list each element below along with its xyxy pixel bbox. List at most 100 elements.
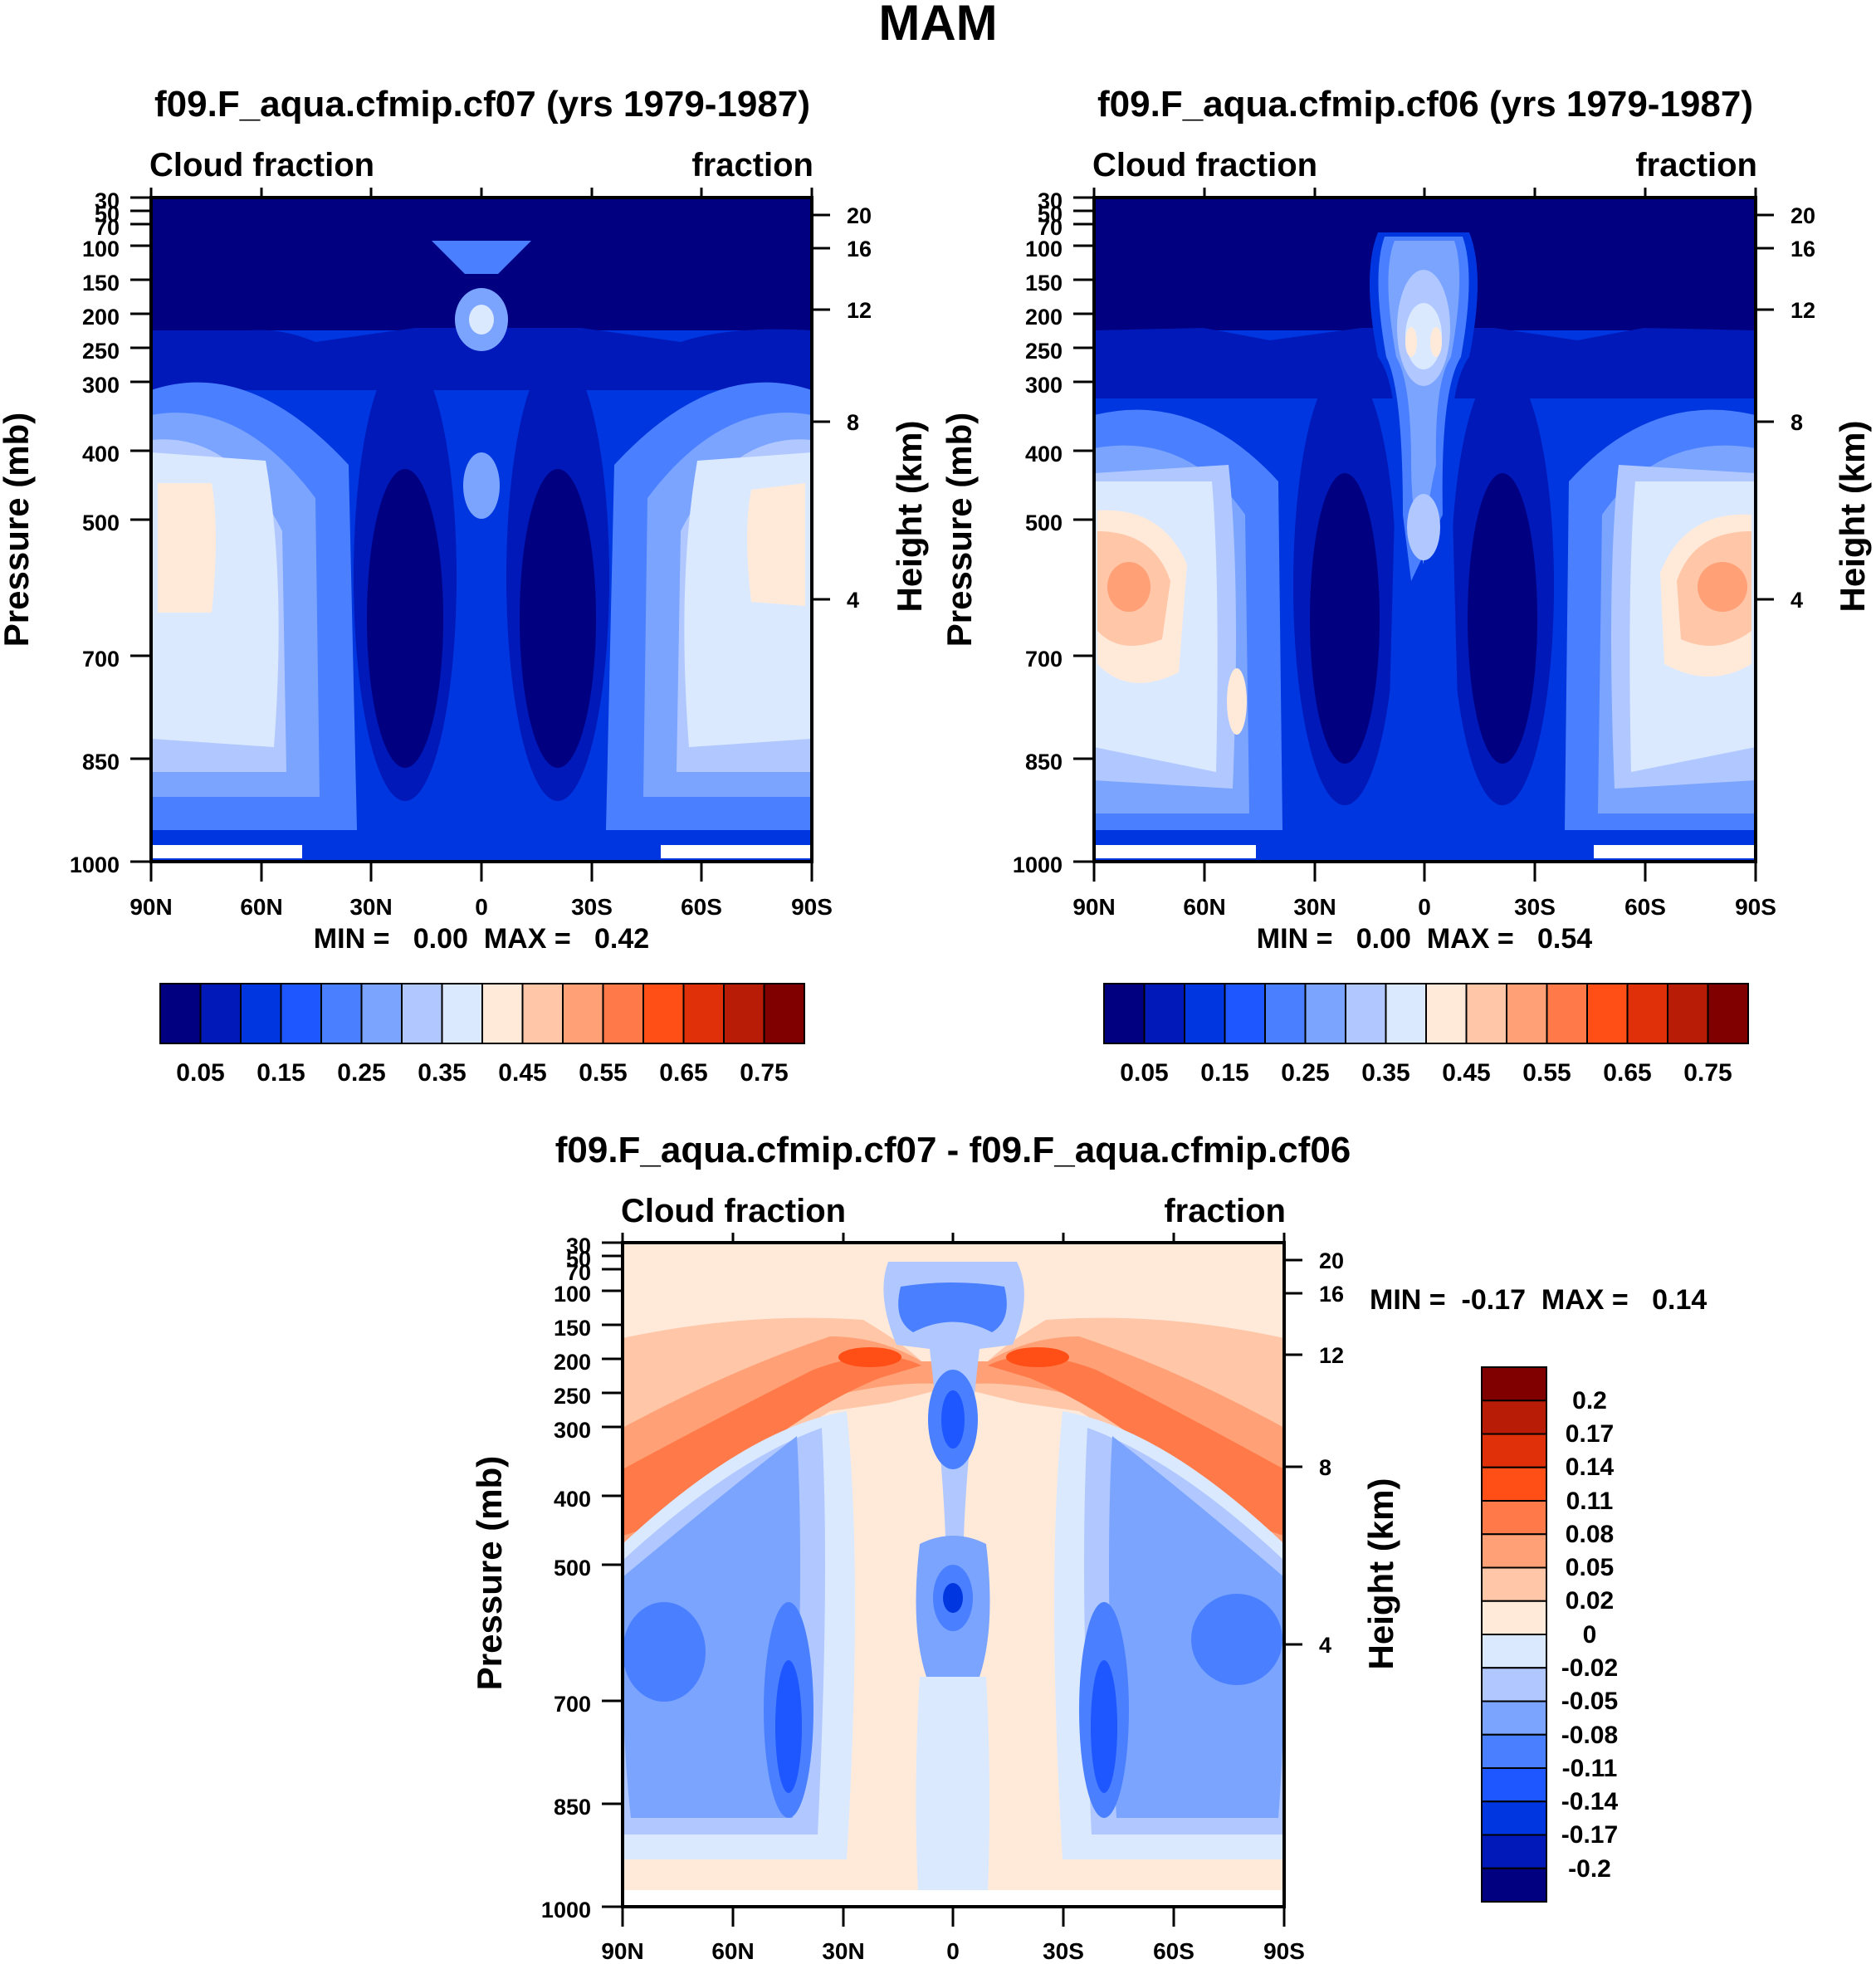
colorbar-swatch	[320, 983, 363, 1044]
colorbar-label: 0.55	[1522, 1059, 1571, 1087]
panel-title: f09.F_aqua.cfmip.cf07 - f09.F_aqua.cfmip…	[555, 1130, 1351, 1170]
height-axis: 20 16 12 8 4 Height (km)	[1756, 203, 1872, 613]
y-axis: 30 50 70 100 150 200 250 300 400 500 700…	[940, 188, 1094, 877]
y-tick: 300	[82, 373, 151, 398]
height-axis: 20 16 12 8 4 Height (km)	[1284, 1248, 1400, 1670]
height-axis-title: Height (km)	[1833, 421, 1872, 613]
y-tick-label: 500	[82, 511, 120, 535]
x-tick-label: 30N	[349, 894, 392, 920]
colorbar-label: 0.45	[498, 1059, 546, 1087]
colorbar-swatch	[360, 983, 403, 1044]
x-tick-label: 30S	[1514, 894, 1556, 920]
field-blob-sh-1	[1191, 1594, 1282, 1685]
y-tick-label: 700	[554, 1692, 591, 1717]
y-tick: 300	[1025, 373, 1094, 398]
colorbar-swatch	[1345, 983, 1387, 1044]
colorbar-label: 0.2	[1572, 1387, 1607, 1414]
y-tick-label: 400	[1025, 442, 1063, 467]
y-tick: 70	[566, 1260, 623, 1285]
colorbar-swatch	[401, 983, 443, 1044]
x-tick-label: 30S	[1043, 1938, 1084, 1964]
colorbar-swatch	[1481, 1834, 1547, 1869]
y-tick: 70	[1038, 215, 1094, 240]
field-sh-subtropic-2	[520, 469, 596, 768]
y-tick: 500	[554, 1556, 623, 1580]
x-tick: 90N	[129, 188, 173, 920]
y-tick-label: 850	[554, 1795, 591, 1820]
x-tick: 90N	[1072, 188, 1116, 920]
colorbar-swatch	[1481, 1867, 1547, 1903]
colorbar-label: 0.17	[1566, 1420, 1614, 1448]
plot-area	[1092, 196, 1757, 863]
colorbar-swatch	[642, 983, 685, 1044]
y-tick-label: 100	[554, 1282, 591, 1307]
height-tick-label: 12	[1319, 1343, 1344, 1368]
y-axis: 30 50 70 100 150 200 250 300 400 500 700…	[0, 188, 151, 877]
colorbar-swatch	[1506, 983, 1548, 1044]
right-label: fraction	[691, 147, 813, 183]
y-tick-label: 250	[82, 339, 120, 364]
field-blob-nh-1	[623, 1602, 706, 1702]
height-tick-label: 20	[847, 203, 872, 228]
right-label: fraction	[1635, 147, 1757, 183]
colorbar-swatch	[1425, 983, 1468, 1044]
field-eq-negative-2	[898, 1282, 1007, 1332]
x-tick-label: 90N	[1072, 894, 1115, 920]
colorbar-swatch	[1481, 1800, 1547, 1836]
y-tick-label: 50	[566, 1247, 591, 1272]
colorbar-swatch	[1304, 983, 1346, 1044]
height-tick: 12	[812, 298, 872, 323]
colorbar-swatch	[1586, 983, 1629, 1044]
panel-cf07: f09.F_aqua.cfmip.cf07 (yrs 1979-1987) Cl…	[0, 84, 929, 1087]
x-tick-label: 90N	[129, 894, 172, 920]
y-tick: 250	[82, 339, 151, 364]
y-tick-label: 70	[566, 1260, 591, 1285]
min-max-stats: MIN = 0.00 MAX = 0.42	[314, 923, 649, 955]
field-nh-subtropic-2	[367, 469, 443, 768]
y-tick-label: 70	[95, 215, 120, 240]
x-tick-label: 90S	[791, 894, 833, 920]
y-axis: 30 50 70 100 150 200 250 300 400 500 700…	[470, 1234, 623, 1922]
x-tick-label: 30N	[822, 1938, 864, 1964]
panel-difference: f09.F_aqua.cfmip.cf07 - f09.F_aqua.cfmip…	[470, 1130, 1707, 1964]
colorbar-swatch	[1481, 1634, 1547, 1669]
colorbar-label: 0.45	[1442, 1059, 1490, 1087]
colorbar-swatch	[1143, 983, 1185, 1044]
field-eq-negative-4	[941, 1390, 965, 1449]
figure-title: MAM	[878, 0, 997, 51]
y-tick-label: 70	[1038, 215, 1063, 240]
y-tick-label: 500	[1025, 511, 1063, 535]
height-tick-label: 20	[1791, 203, 1815, 228]
height-tick-label: 16	[847, 237, 872, 261]
y-tick-label: 150	[554, 1316, 591, 1341]
x-tick: 0	[946, 1233, 960, 1964]
field-surface-gap-nh	[1094, 845, 1256, 858]
colorbar-swatch	[1481, 1433, 1547, 1468]
colorbar-label: -0.14	[1561, 1788, 1619, 1815]
x-tick-label: 60S	[681, 894, 722, 920]
colorbar-label: 0.75	[1683, 1059, 1732, 1087]
y-tick-label: 300	[1025, 373, 1063, 398]
right-label: fraction	[1164, 1193, 1286, 1229]
x-tick: 60N	[711, 1233, 755, 1964]
field-surface-gap-sh	[661, 845, 812, 858]
y-tick-label: 700	[82, 647, 120, 672]
colorbar-swatch	[723, 983, 765, 1044]
left-label: Cloud fraction	[1092, 147, 1317, 183]
x-tick-label: 60S	[1153, 1938, 1194, 1964]
colorbar-swatch	[521, 983, 564, 1044]
y-tick: 100	[554, 1282, 623, 1307]
x-tick-label: 30N	[1293, 894, 1336, 920]
height-tick: 8	[812, 410, 859, 435]
x-tick: 60S	[1153, 1233, 1194, 1964]
colorbar-label: 0	[1583, 1621, 1597, 1649]
x-axis: 90N 60N 30N 0 30S 60S 90S	[601, 1233, 1305, 1964]
y-tick: 150	[82, 271, 151, 296]
x-tick-label: 90S	[1263, 1938, 1305, 1964]
colorbar-swatch	[1626, 983, 1668, 1044]
field-surface-gap-sh	[1594, 845, 1756, 858]
field-lower-negative-nh-3	[623, 1436, 800, 1818]
y-tick-label: 700	[1025, 647, 1063, 672]
height-tick-label: 4	[847, 588, 859, 613]
height-tick-label: 8	[1791, 410, 1803, 435]
